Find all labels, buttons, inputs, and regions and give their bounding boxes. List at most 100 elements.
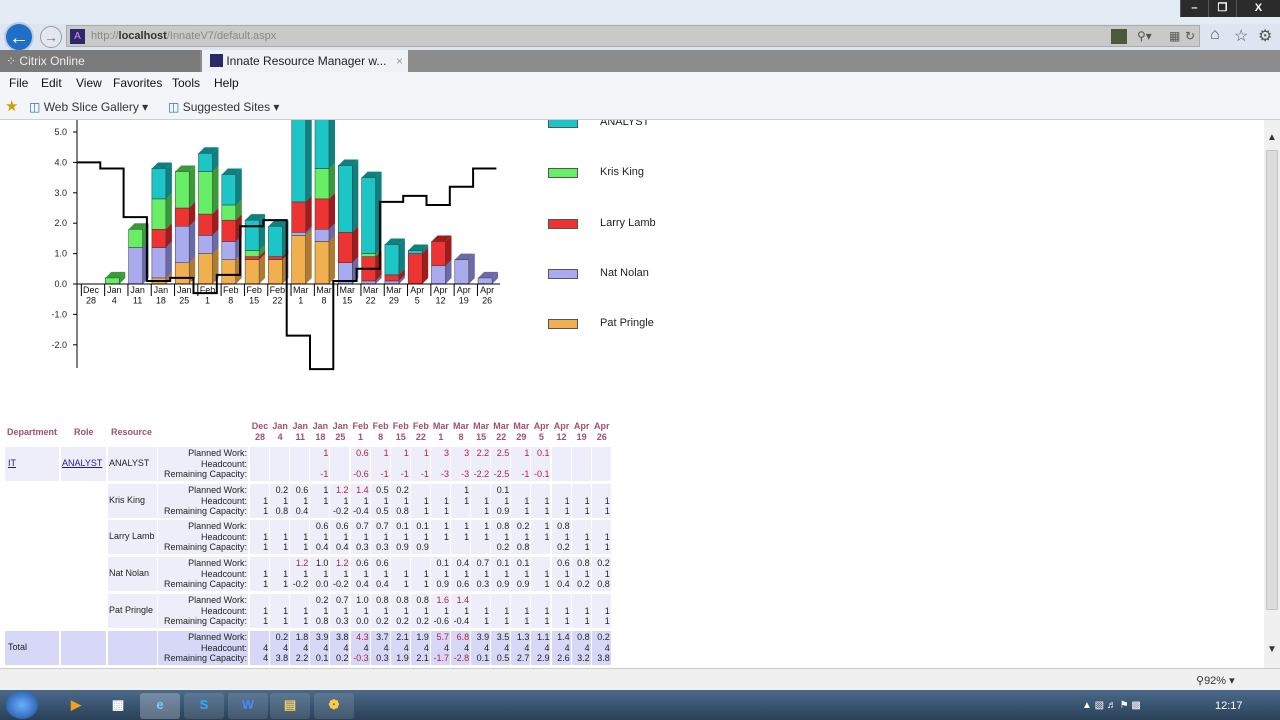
add-favorites-icon[interactable]: ★ [5,98,19,115]
x-tick-label: 25 [179,296,189,306]
remaining-value: 1 [423,579,429,589]
bar-side [422,247,429,284]
forward-button[interactable]: → [40,26,62,48]
headcount-value: 1 [403,495,409,506]
planned-value: 0.8 [416,595,429,605]
taskbar-skype[interactable]: S [184,693,224,719]
resource-name: Kris King [109,495,146,505]
headcount-value: 1 [263,495,269,506]
taskbar-media-player[interactable]: ▶ [71,697,81,712]
bar-side [329,120,335,169]
compatibility-icon[interactable]: ▦ [1169,29,1181,43]
taskbar-internet-explorer[interactable]: e [140,693,180,719]
column-header: Mar [513,421,530,431]
remaining-value: 0.2 [396,616,409,626]
bar-side [235,198,242,221]
bar-top [128,223,149,230]
start-button[interactable] [6,691,38,719]
bar-top [105,271,126,278]
data-cell [250,447,270,481]
suggested-sites[interactable]: ◫ Suggested Sites ▾ [168,100,280,114]
citrix-icon: ⁘ [6,54,17,68]
favorites-star-icon[interactable]: ☆ [1234,28,1249,45]
bar-larry-lamb [268,256,283,260]
column-header: 18 [315,431,326,442]
menu-favorites[interactable]: Favorites [113,76,163,90]
taskbar-file-manager[interactable]: ▤ [270,693,310,719]
remaining-value: 0.8 [516,542,530,552]
bar-side [119,271,126,284]
planned-value: 0.2 [275,632,289,642]
menu-tools[interactable]: Tools [172,76,201,90]
zoom-level[interactable]: ⚲92% ▾ [1196,675,1235,687]
status-bar: ⚲92% ▾ [0,668,1280,690]
clock[interactable]: 12:17 [1215,700,1243,712]
bar-larry-lamb [384,274,400,282]
row-label: Remaining Capacity: [163,579,247,589]
data-cell: 0.6 -0.6 [350,447,370,481]
remaining-value: -1 [420,469,429,479]
headcount-value: 1 [323,495,329,506]
planned-value: 0.7 [356,521,369,531]
gear-icon[interactable]: ⚙ [1258,28,1273,45]
data-cell: 0.2 1 0.8 [390,484,410,518]
bar-analyst [198,153,213,172]
taskbar-app[interactable]: ❁ [314,693,354,719]
minimize-button[interactable]: – [1180,0,1208,17]
menu-edit[interactable]: Edit [41,76,62,90]
headcount-value: 4 [283,642,289,653]
data-cell: 0.1 -0.1 [531,447,551,481]
headcount-value: 1 [584,568,590,579]
remaining-value: 0.4 [295,506,309,516]
search-icon[interactable]: ⚲▾ [1137,29,1152,43]
headcount-value: 4 [403,642,409,653]
tab-citrix-online[interactable]: ⁘ Citrix Online [0,50,200,72]
role-link[interactable]: ANALYST [62,458,103,468]
column-header: 22 [496,431,507,442]
department-link[interactable]: IT [8,458,16,468]
address-bar[interactable]: A http://localhost/InnateV7/default.aspx… [66,25,1200,47]
headcount-value: 4 [604,642,610,653]
remaining-value: 0.0 [315,579,329,589]
home-icon[interactable]: ⌂ [1210,26,1220,43]
data-cell: 0.1 1 0.9 [511,557,531,591]
header-resource: Resource [111,427,153,437]
scroll-up-icon[interactable]: ▲ [1267,132,1277,143]
close-window-button[interactable]: X [1235,0,1280,17]
headcount-value: 1 [383,605,389,616]
tray-icons[interactable]: ▲ ▧ ♬ ⚑ ▩ [1082,700,1141,711]
menu-view[interactable]: View [76,76,102,90]
remaining-value: -2.5 [493,469,510,479]
data-cell: 1.9 4 2.1 [410,631,430,665]
column-header: 11 [295,431,305,442]
scroll-down-icon[interactable]: ▼ [1267,644,1277,655]
back-button[interactable]: ← [4,22,34,52]
x-tick-label: 1 [205,296,210,306]
taskbar-word[interactable]: W [228,693,268,719]
tab-innate-resource-manager[interactable]: Innate Resource Manager w... × [202,50,408,72]
refresh-icon[interactable]: ↻ [1185,29,1196,43]
headcount-value: 1 [484,495,490,506]
taskbar-explorer-app[interactable]: ▦ [111,697,125,712]
remaining-value: 0.2 [577,579,590,589]
bar-larry-lamb [431,241,446,267]
close-tab-icon[interactable]: × [395,54,403,68]
column-header: 29 [516,431,527,442]
menu-file[interactable]: File [9,76,29,90]
headcount-value: 1 [323,568,329,579]
web-slice-gallery[interactable]: ◫ Web Slice Gallery ▾ [29,100,149,114]
compat-view-icon[interactable] [1111,29,1127,44]
data-cell: 0.8 1 0.2 [390,594,410,628]
column-header: 19 [576,431,587,442]
menu-help[interactable]: Help [214,76,239,90]
bar-side [329,162,335,199]
scrollbar-thumb[interactable] [1266,150,1278,610]
headcount-value: 1 [443,531,449,542]
x-tick-label: Jan [130,285,145,295]
data-cell: 5.7 4 -1.7 [430,631,450,665]
restore-button[interactable]: ❐ [1207,0,1236,17]
